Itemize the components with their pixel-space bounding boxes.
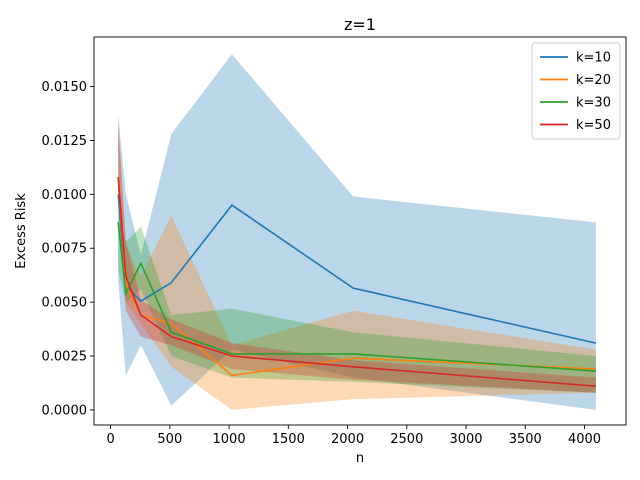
y-tick-label: 0.0100 (42, 188, 88, 203)
y-axis-title: Excess Risk (14, 193, 29, 269)
x-tick-label: 1500 (272, 432, 305, 447)
x-tick-label: 500 (157, 432, 182, 447)
x-tick-label: 1000 (213, 432, 246, 447)
series-lines (117, 177, 597, 387)
y-tick-label: 0.0025 (42, 350, 88, 365)
legend-label-k=50: k=50 (576, 118, 611, 133)
x-tick-label: 0 (106, 432, 114, 447)
x-tick-label: 2000 (331, 432, 364, 447)
legend-label-k=10: k=10 (576, 51, 611, 66)
band-k=20 (118, 118, 596, 410)
x-tick-label: 4000 (568, 432, 601, 447)
x-tick-label: 2500 (390, 432, 423, 447)
y-tick-label: 0.0050 (42, 296, 88, 311)
band-k=30 (118, 215, 596, 393)
x-axis-title: n (356, 451, 364, 466)
plot-frame (93, 36, 627, 426)
y-tick-label: 0.0125 (42, 134, 88, 149)
y-tick-label: 0.0000 (42, 403, 88, 418)
legend-label-k=30: k=30 (576, 96, 611, 111)
y-tick-label: 0.0075 (42, 242, 88, 257)
axes: 0 500 1000 1500 2000 2500 3000 3500 4000 0.0000 0.… (42, 36, 627, 447)
band-k=10 (118, 54, 596, 410)
series-line-k=20 (117, 177, 596, 377)
series-line-k=50 (117, 177, 596, 387)
series-line-k=30 (117, 222, 596, 372)
legend: k=10 k=20 k=30 k=50 (531, 42, 621, 140)
legend-box (531, 42, 621, 140)
confidence-bands (118, 54, 596, 410)
x-tick-label: 3000 (449, 432, 482, 447)
legend-label-k=20: k=20 (576, 73, 611, 88)
y-tick-label: 0.0150 (42, 80, 88, 95)
x-tick-label: 3500 (509, 432, 542, 447)
chart-title: z=1 (344, 15, 376, 34)
